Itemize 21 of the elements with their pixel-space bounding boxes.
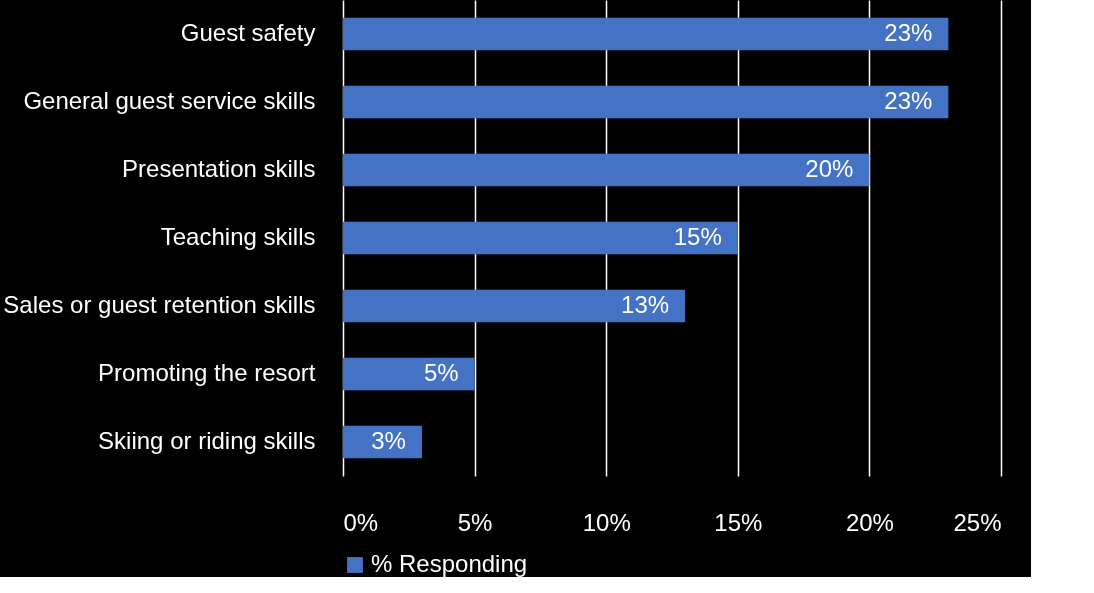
x-tick-label: 15% bbox=[714, 508, 763, 536]
legend-label: % Responding bbox=[371, 550, 528, 577]
text: 5% bbox=[423, 359, 459, 386]
text: 13% bbox=[621, 291, 670, 318]
text: 23% bbox=[884, 87, 933, 114]
y-tick-label: General guest service skills bbox=[23, 87, 316, 114]
y-tick-label: Presentation skills bbox=[122, 155, 316, 182]
x-tick-label: 20% bbox=[845, 508, 894, 536]
text: 20% bbox=[805, 155, 854, 182]
y-tick-label: Teaching skills bbox=[160, 223, 316, 250]
x-tick-label: 10% bbox=[582, 508, 631, 536]
x-tick-label: 25% bbox=[953, 508, 1002, 536]
x-tick-label: 0% bbox=[343, 508, 379, 536]
text: 23% bbox=[884, 19, 933, 46]
y-tick-label: Promoting the resort bbox=[98, 359, 316, 386]
y-tick-label: Guest safety bbox=[180, 19, 316, 46]
text: 15% bbox=[673, 223, 722, 250]
y-tick-label: Sales or guest retention skills bbox=[3, 291, 316, 318]
y-tick-label: Skiing or riding skills bbox=[98, 427, 316, 454]
x-tick-label: 5% bbox=[457, 508, 493, 536]
text: 3% bbox=[371, 427, 406, 454]
